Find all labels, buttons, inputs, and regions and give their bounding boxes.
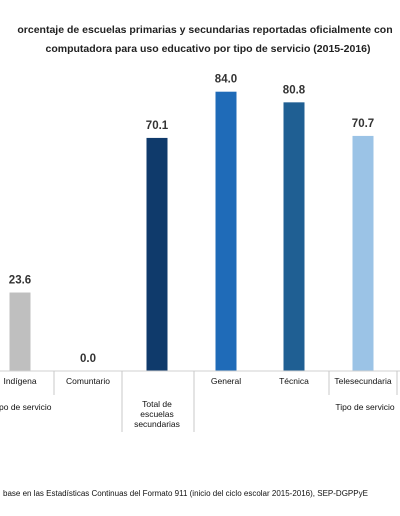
category-label-4: Técnica	[279, 376, 309, 386]
category-label-0: Indígena	[3, 376, 36, 386]
value-label-4: 80.8	[283, 84, 306, 96]
bar-5	[352, 135, 374, 371]
bar-0	[9, 292, 31, 371]
group-label-left: po de servicio	[0, 402, 52, 412]
category-label-2: Total de escuelas secundarias	[134, 399, 180, 429]
bars-layer	[9, 91, 374, 371]
value-label-1: 0.0	[80, 353, 96, 365]
category-label-0-line-0: Indígena	[3, 376, 36, 386]
category-label-3: General	[211, 376, 241, 386]
bar-3	[215, 91, 237, 371]
category-label-5-line-0: Telesecundaria	[334, 376, 391, 386]
chart-title-line-2: computadora para uso educativo por tipo …	[45, 43, 370, 55]
value-label-0: 23.6	[9, 275, 31, 287]
value-label-5: 70.7	[352, 118, 374, 130]
category-label-2-line-1: escuelas	[140, 409, 174, 419]
category-label-5: Telesecundaria	[334, 376, 391, 386]
chart-title-line-1: orcentaje de escuelas primarias y secund…	[17, 24, 392, 36]
category-label-2-line-0: Total de	[142, 399, 172, 409]
bar-2	[146, 137, 168, 371]
category-label-2-line-2: secundarias	[134, 419, 180, 429]
category-label-1: Comuntario	[66, 376, 110, 386]
value-label-2: 70.1	[146, 120, 169, 132]
value-labels-layer: 23.6 0.0 70.1 84.0 80.8 70.7	[9, 74, 374, 365]
value-label-3: 84.0	[215, 74, 237, 86]
category-labels-layer: Indígena Comuntario Total de escuelas secund…	[3, 376, 391, 429]
category-label-3-line-0: General	[211, 376, 241, 386]
category-label-1-line-0: Comuntario	[66, 376, 110, 386]
group-label-right: Tipo de servicio	[335, 402, 394, 412]
bar-4	[283, 102, 305, 371]
category-label-4-line-0: Técnica	[279, 376, 309, 386]
source-note: base en las Estadísticas Continuas del F…	[3, 489, 368, 498]
